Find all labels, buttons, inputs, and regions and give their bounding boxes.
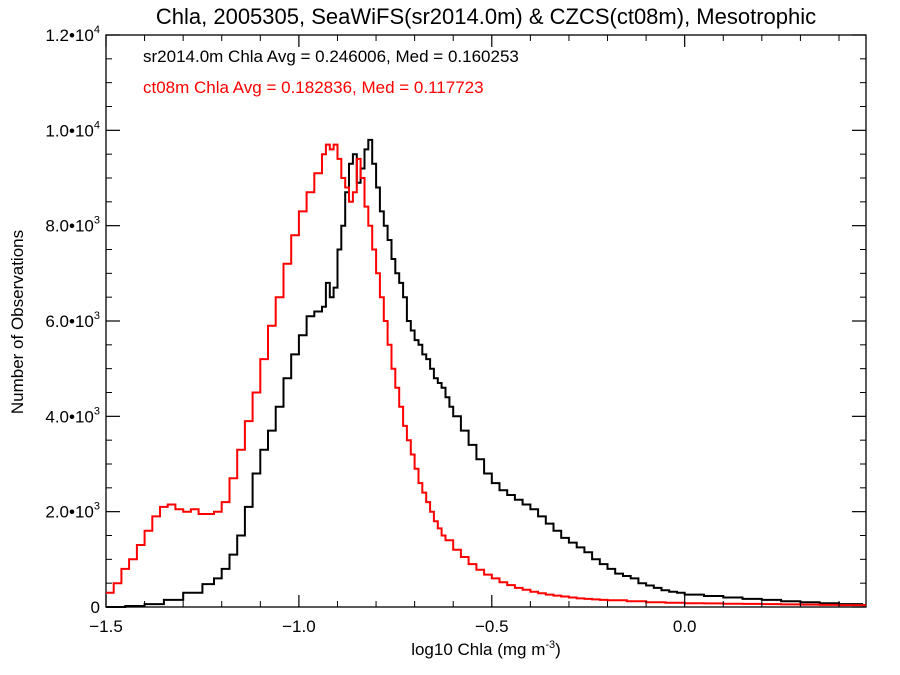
y-axis-label: Number of Observations bbox=[8, 230, 27, 414]
series-line-ct08m bbox=[106, 143, 866, 607]
series-lines bbox=[106, 138, 866, 608]
x-tick-label: −0.5 bbox=[475, 617, 509, 636]
legend-stats-ct08m: ct08m Chla Avg = 0.182836, Med = 0.11772… bbox=[143, 78, 484, 97]
tick-labels: −1.5 −1.0 −0.5 0.0 0 2.0•103 4.0•103 6.0•103 8.0… bbox=[45, 24, 696, 636]
x-axis-label-unit-exponent: -3 bbox=[545, 639, 555, 651]
x-axis-label: log10 Chla (mg m-3) bbox=[411, 639, 561, 659]
series-line-sr2014-0m bbox=[106, 138, 866, 608]
plot-frame bbox=[105, 34, 867, 608]
y-tick-label: 4.0•103 bbox=[45, 405, 100, 426]
legend-stats-sr2014: sr2014.0m Chla Avg = 0.246006, Med = 0.1… bbox=[143, 47, 519, 66]
axis-ticks bbox=[105, 34, 866, 608]
y-tick-label: 1.2•104 bbox=[45, 24, 100, 45]
x-tick-label: −1.0 bbox=[282, 617, 316, 636]
y-tick-label: 1.0•104 bbox=[45, 119, 100, 140]
y-tick-label: 8.0•103 bbox=[45, 215, 100, 236]
plot-area-border bbox=[105, 34, 867, 608]
y-tick-label: 6.0•103 bbox=[45, 310, 100, 331]
y-tick-label: 2.0•103 bbox=[45, 501, 100, 522]
x-tick-label: 0.0 bbox=[673, 617, 697, 636]
y-tick-label: 0 bbox=[91, 598, 100, 617]
chart-title: Chla, 2005305, SeaWiFS(sr2014.0m) & CZCS… bbox=[156, 4, 816, 29]
x-tick-label: −1.5 bbox=[89, 617, 123, 636]
x-axis-label-suffix: ) bbox=[555, 640, 561, 659]
x-axis-label-main: log10 Chla (mg m bbox=[411, 640, 545, 659]
